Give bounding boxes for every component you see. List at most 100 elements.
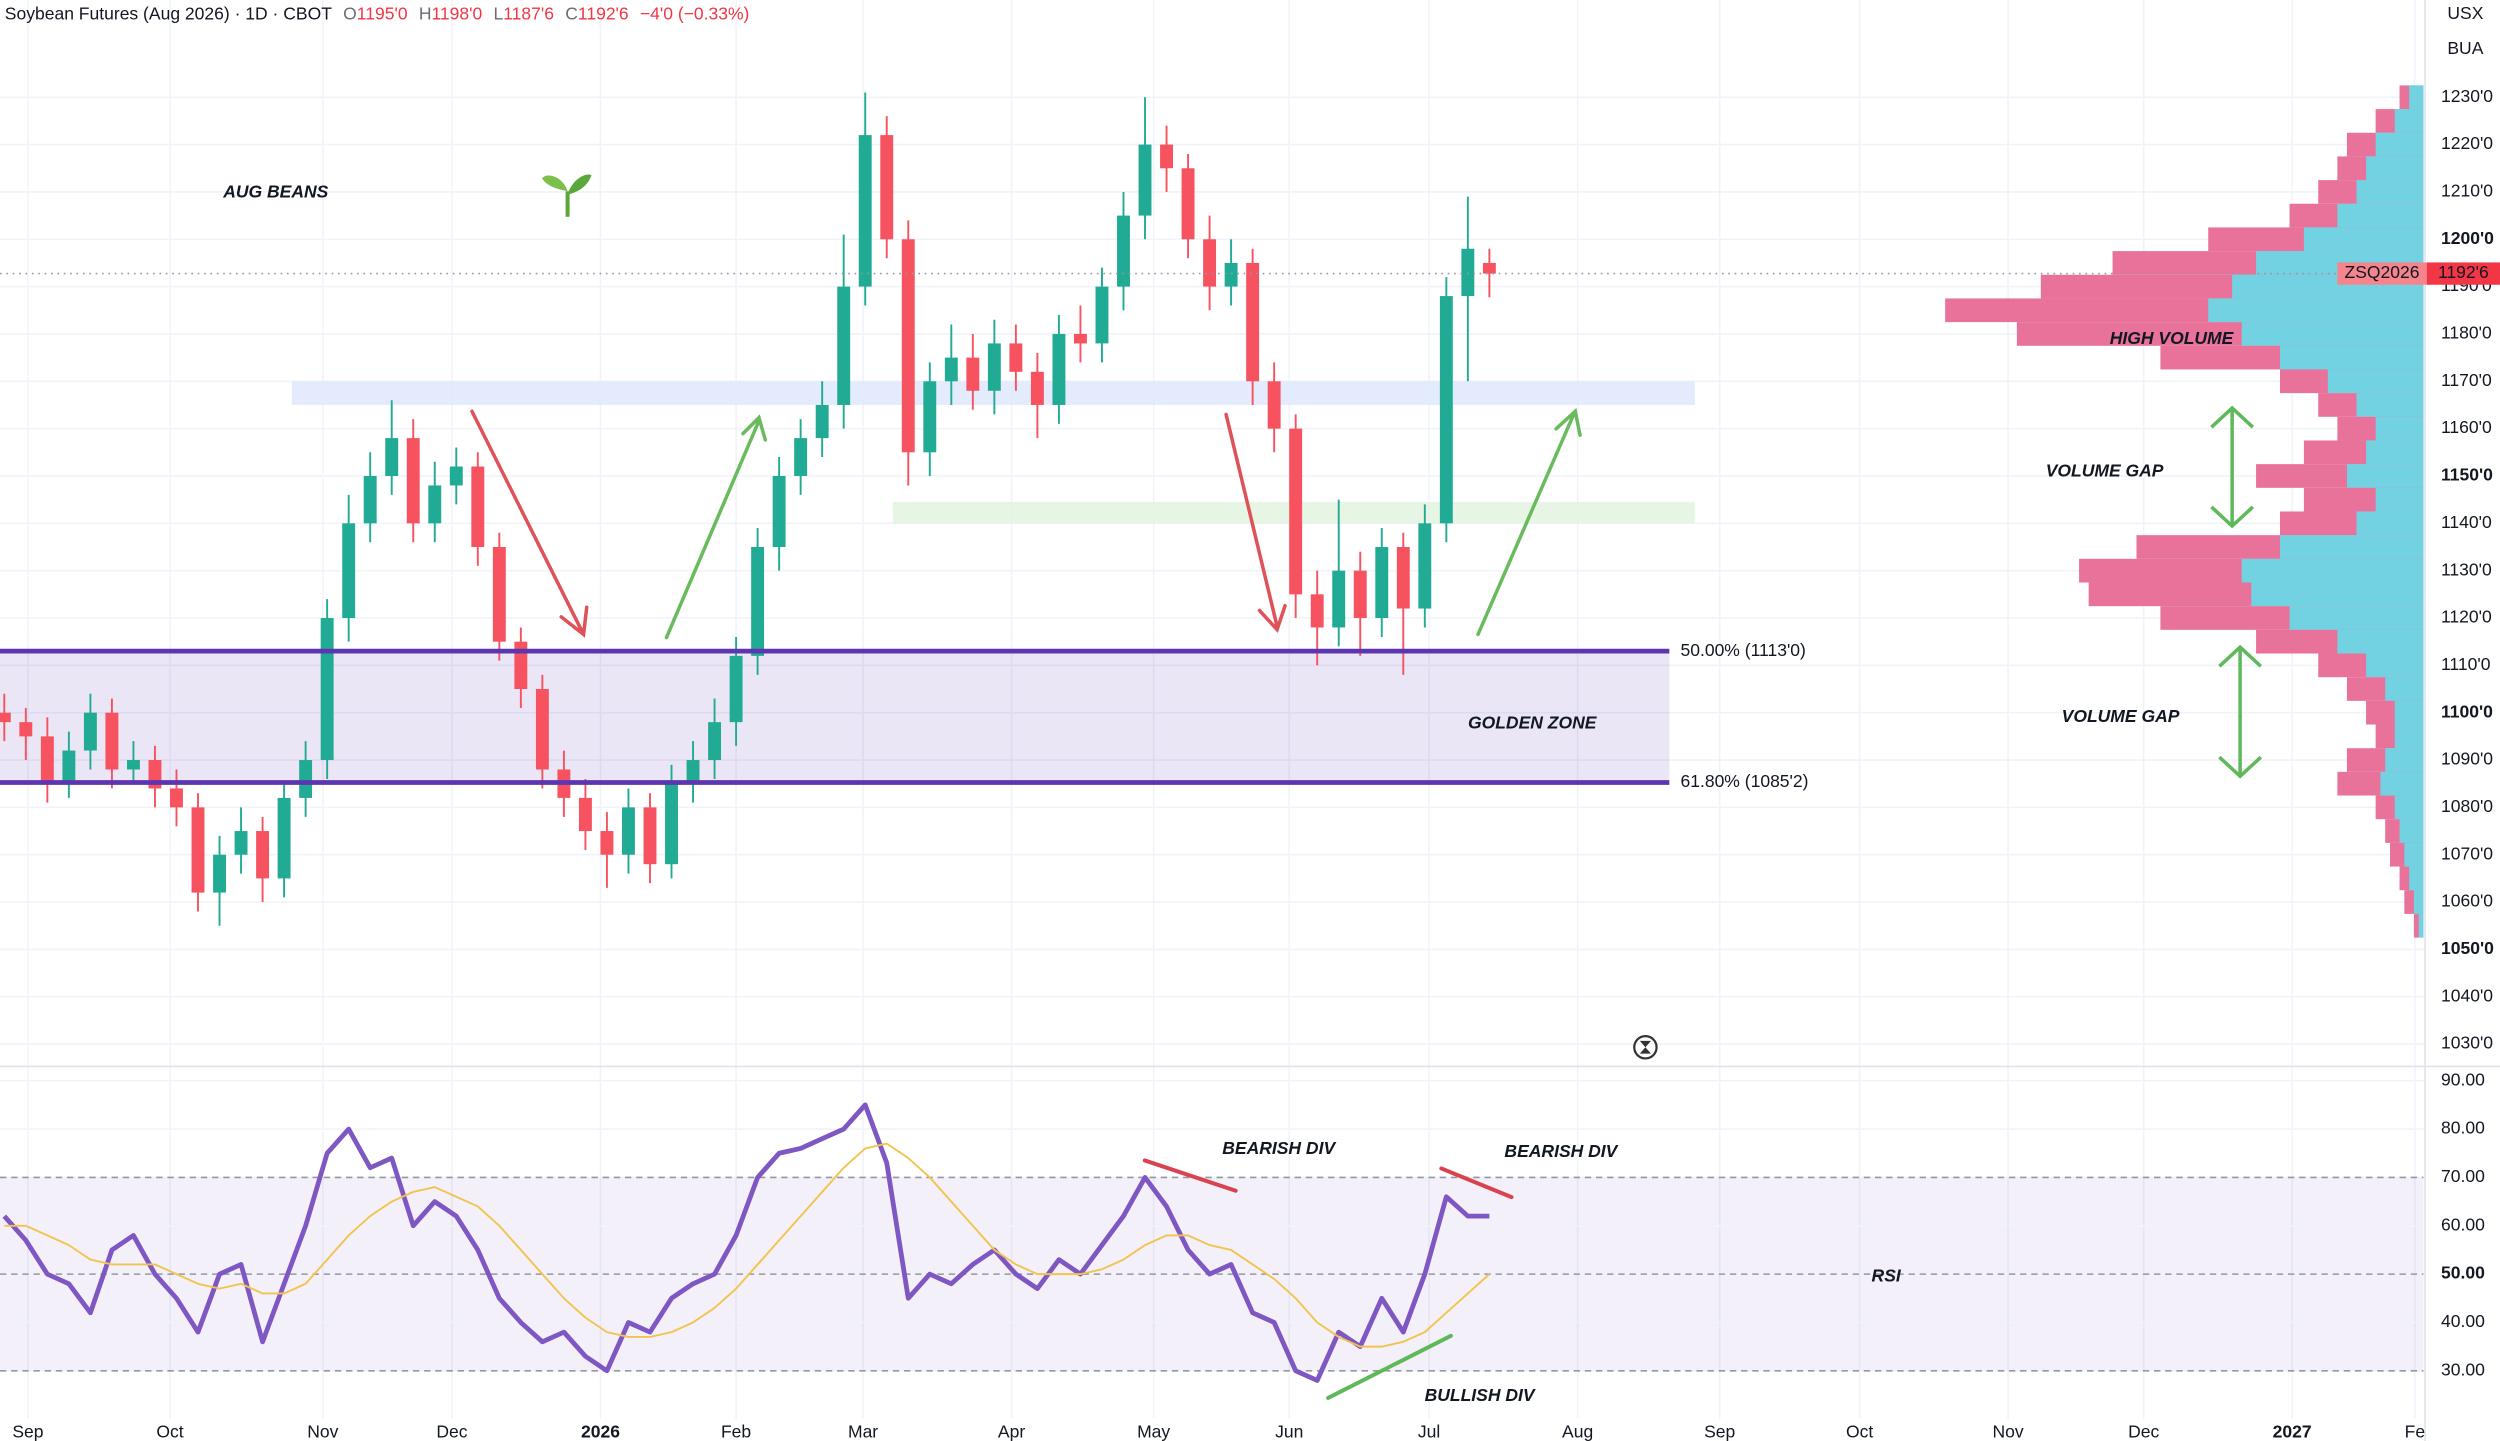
candle-body <box>987 343 1001 391</box>
volume-up <box>2279 345 2424 370</box>
unit: USX <box>2447 3 2483 23</box>
candle-body <box>1267 381 1281 429</box>
volume-up <box>2404 842 2424 867</box>
chart-title: AUG BEANS <box>222 182 328 202</box>
candle-body <box>492 546 506 642</box>
candle-body <box>126 760 140 770</box>
volume-up <box>2394 109 2424 133</box>
volume-up <box>2409 85 2424 110</box>
volume-up <box>2289 606 2424 630</box>
ohlc-name: L <box>493 3 503 23</box>
volume-up <box>2208 298 2424 323</box>
candle-body <box>535 689 549 770</box>
annotation: HIGH VOLUME <box>2110 328 2235 348</box>
y-tick-label: 1100'0 <box>2441 701 2493 721</box>
price-tag-text: 1192'6 <box>2438 262 2489 282</box>
candle-body <box>1375 546 1389 619</box>
y-tick-label: 1180'0 <box>2441 323 2492 343</box>
candle-body <box>1482 262 1496 274</box>
candle-body <box>837 286 851 405</box>
candle-body <box>794 438 808 476</box>
volume-up <box>2394 795 2424 820</box>
sprout-icon <box>542 174 592 217</box>
y-tick-label: 30.00 <box>2441 1359 2485 1379</box>
volume-up <box>2366 156 2424 181</box>
candle-body <box>1246 262 1260 382</box>
ohlc-name: O <box>343 3 357 23</box>
candle-body <box>1138 144 1152 216</box>
candle-body <box>600 831 614 855</box>
candle-body <box>665 783 678 865</box>
y-tick-label: 1040'0 <box>2441 985 2493 1005</box>
annotation: VOLUME GAP <box>2062 706 2180 726</box>
candle-body <box>449 466 463 486</box>
x-tick-label: Nov <box>1992 1422 2023 1441</box>
price-tag-symbol-text: ZSQ2026 <box>2345 262 2420 282</box>
volume-up <box>2279 535 2424 559</box>
price-tag-symbol <box>2337 262 2427 285</box>
volume-up <box>2409 866 2424 891</box>
volume-up <box>2251 582 2424 607</box>
volume-up <box>2366 440 2424 465</box>
candle-body <box>1353 570 1367 619</box>
candle-body <box>277 797 291 879</box>
candle-body <box>406 438 420 524</box>
candle-body <box>1332 570 1346 628</box>
candle-body <box>1117 215 1130 287</box>
divergence-lines <box>1142 1158 1514 1400</box>
y-tick-label: 80.00 <box>2441 1118 2485 1138</box>
volume-up <box>2413 890 2424 914</box>
candle-body <box>170 788 183 808</box>
y-tick-label: 1210'0 <box>2441 181 2493 201</box>
change: −4'0 (−0.33%) <box>640 3 749 23</box>
y-tick-label: 1060'0 <box>2441 891 2493 911</box>
candle-body <box>1052 333 1066 405</box>
candle-body <box>385 438 399 476</box>
candle-body <box>1095 286 1109 344</box>
candle-body <box>320 618 334 761</box>
volume-up <box>2356 393 2424 417</box>
y-tick-label: 50.00 <box>2441 1263 2485 1283</box>
candle-body <box>363 475 377 524</box>
y-tick-label: 1050'0 <box>2441 938 2494 958</box>
rsi-line <box>2 1102 1490 1383</box>
candle-body <box>471 466 485 547</box>
rsi-line <box>4 1142 1491 1348</box>
candle-body <box>1030 371 1044 405</box>
x-tick-label: Oct <box>1846 1422 1873 1441</box>
golden-zone <box>0 651 1670 783</box>
candle-body <box>815 404 829 439</box>
candle-body <box>40 736 54 784</box>
volume-up <box>2394 700 2424 725</box>
candle-body <box>105 712 119 770</box>
x-tick-label: Aug <box>1562 1422 1593 1441</box>
marks-layer <box>0 85 2424 1383</box>
pane-title: RSI <box>1872 1265 1902 1285</box>
volume-up <box>2385 677 2424 701</box>
candle-body <box>622 807 635 855</box>
candle-body <box>1203 239 1217 287</box>
x-tick-label: Mar <box>848 1422 878 1441</box>
x-tick-label: May <box>1137 1422 1170 1441</box>
y-tick-label: 1090'0 <box>2441 749 2493 769</box>
candle-body <box>944 357 958 382</box>
candle-body <box>643 807 657 865</box>
volume-up <box>2337 629 2424 654</box>
candle-body <box>62 750 76 784</box>
candle-body <box>1310 594 1324 628</box>
x-tick-label: Apr <box>998 1422 1025 1441</box>
candle-body <box>923 381 937 453</box>
replay-icon[interactable] <box>1633 1035 1658 1060</box>
candle-body <box>256 831 270 879</box>
volume-up <box>2241 558 2424 583</box>
volume-up <box>2327 369 2424 394</box>
fib-label: 50.00% (1113'0) <box>1680 640 1805 660</box>
volume-up <box>2380 771 2424 796</box>
candle-body <box>1224 262 1238 287</box>
candle-body <box>1181 168 1195 240</box>
candle-body <box>729 655 743 723</box>
candle-body <box>772 475 786 547</box>
over-layer: Sep Oct Nov Dec 2026 Feb Mar Apr May Jun Jul Aug Sep… <box>0 86 2500 1441</box>
